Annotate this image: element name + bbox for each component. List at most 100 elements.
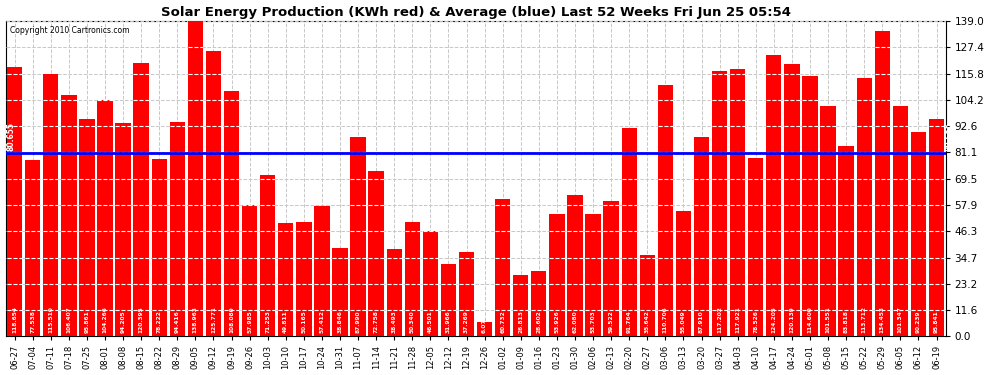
Text: 95.841: 95.841 [934, 310, 939, 333]
Text: 117.202: 117.202 [717, 306, 722, 333]
Bar [350, 137, 365, 336]
Text: 6.079: 6.079 [482, 314, 487, 333]
Text: 104.266: 104.266 [103, 306, 108, 333]
Bar [188, 21, 203, 336]
Bar [368, 171, 384, 336]
Text: 55.049: 55.049 [681, 310, 686, 333]
Text: Copyright 2010 Cartronics.com: Copyright 2010 Cartronics.com [10, 26, 130, 35]
Bar [151, 159, 167, 336]
Text: 57.412: 57.412 [320, 310, 325, 333]
Text: 106.407: 106.407 [66, 306, 71, 333]
Text: 26.813: 26.813 [518, 310, 524, 333]
Bar [242, 205, 257, 336]
Text: 113.712: 113.712 [861, 306, 866, 333]
Bar [567, 195, 583, 336]
Bar [260, 175, 275, 336]
Text: 134.453: 134.453 [880, 306, 885, 333]
Text: 38.493: 38.493 [392, 310, 397, 333]
Text: 78.526: 78.526 [753, 310, 758, 333]
Bar [657, 85, 673, 336]
Text: 62.080: 62.080 [572, 310, 577, 333]
Bar [134, 63, 148, 336]
Bar [839, 146, 853, 336]
Bar [116, 123, 131, 336]
Text: 53.703: 53.703 [591, 310, 596, 333]
Bar [25, 160, 41, 336]
Bar [911, 132, 926, 336]
Text: 59.522: 59.522 [609, 310, 614, 333]
Text: 94.416: 94.416 [175, 310, 180, 333]
Text: 50.165: 50.165 [301, 310, 306, 333]
Text: 57.985: 57.985 [248, 310, 252, 333]
Text: 83.818: 83.818 [843, 310, 848, 333]
Text: 49.811: 49.811 [283, 310, 288, 333]
Text: 117.921: 117.921 [736, 306, 741, 333]
Text: 71.253: 71.253 [265, 310, 270, 333]
Bar [405, 222, 420, 336]
Title: Solar Energy Production (KWh red) & Average (blue) Last 52 Weeks Fri Jun 25 05:5: Solar Energy Production (KWh red) & Aver… [160, 6, 791, 18]
Text: 108.080: 108.080 [229, 306, 234, 333]
Bar [278, 223, 293, 336]
Bar [61, 95, 76, 336]
Text: 120.395: 120.395 [139, 306, 144, 333]
Bar [874, 32, 890, 336]
Bar [386, 249, 402, 336]
Bar [821, 106, 836, 336]
Text: 91.764: 91.764 [627, 310, 632, 333]
Text: 53.926: 53.926 [554, 310, 559, 333]
Text: 94.205: 94.205 [121, 310, 126, 333]
Bar [477, 322, 492, 336]
Text: 72.758: 72.758 [373, 310, 378, 333]
Bar [441, 264, 456, 336]
Text: 120.139: 120.139 [789, 306, 794, 333]
Bar [513, 275, 529, 336]
Text: 114.600: 114.600 [808, 306, 813, 333]
Text: 95.861: 95.861 [84, 310, 89, 333]
Bar [97, 100, 113, 336]
Bar [640, 255, 655, 336]
Text: 31.966: 31.966 [446, 310, 450, 333]
Bar [549, 214, 564, 336]
Text: 101.347: 101.347 [898, 306, 903, 333]
Text: 115.510: 115.510 [49, 306, 53, 333]
Bar [676, 211, 691, 336]
Text: 46.501: 46.501 [428, 310, 433, 333]
Bar [766, 55, 781, 336]
Text: 124.205: 124.205 [771, 306, 776, 333]
Text: 60.732: 60.732 [500, 310, 505, 333]
Bar [856, 78, 872, 336]
Bar [333, 248, 347, 336]
Bar [531, 272, 546, 336]
Bar [730, 69, 745, 336]
Text: 138.963: 138.963 [193, 306, 198, 333]
Bar [712, 70, 728, 336]
Bar [495, 198, 511, 336]
Text: 78.222: 78.222 [156, 310, 161, 333]
Bar [694, 137, 709, 336]
Text: 118.654: 118.654 [12, 306, 17, 333]
Text: 37.269: 37.269 [464, 310, 469, 333]
Text: 101.551: 101.551 [826, 306, 831, 333]
Text: 50.340: 50.340 [410, 310, 415, 333]
Bar [206, 51, 221, 336]
Text: 80.655: 80.655 [7, 122, 16, 151]
Bar [458, 252, 474, 336]
Bar [622, 128, 637, 336]
Text: 110.706: 110.706 [663, 306, 668, 333]
Text: 125.771: 125.771 [211, 306, 216, 333]
Text: 77.538: 77.538 [30, 310, 36, 333]
Bar [604, 201, 619, 336]
Bar [423, 231, 438, 336]
Bar [893, 106, 908, 336]
Bar [802, 76, 818, 336]
Text: 80.655: 80.655 [944, 122, 953, 151]
Bar [748, 158, 763, 336]
Bar [784, 64, 800, 336]
Bar [7, 67, 23, 336]
Bar [314, 206, 330, 336]
Bar [224, 91, 240, 336]
Text: 28.602: 28.602 [537, 310, 542, 333]
Text: 38.846: 38.846 [338, 310, 343, 333]
Text: 87.910: 87.910 [699, 310, 704, 333]
Bar [296, 222, 312, 336]
